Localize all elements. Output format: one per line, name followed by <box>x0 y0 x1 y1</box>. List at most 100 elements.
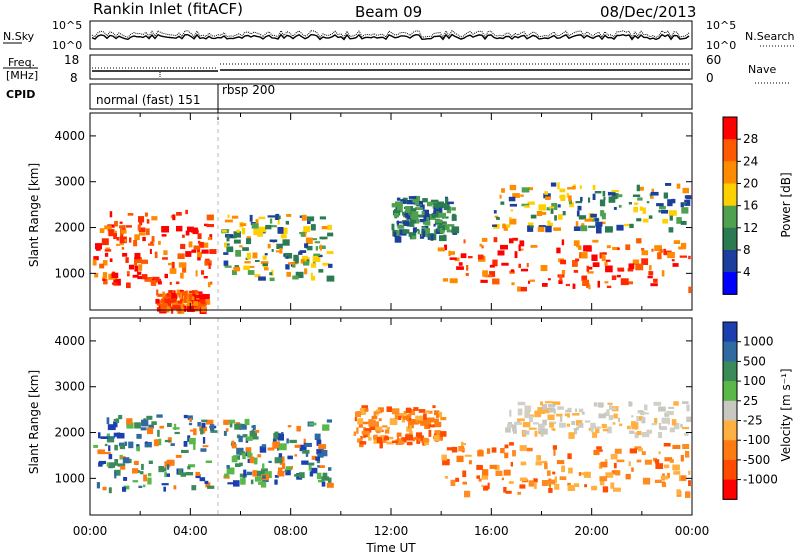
echo-cell <box>252 470 257 477</box>
echo-cell <box>422 209 429 216</box>
echo-cell <box>671 259 675 262</box>
colorbar-tick-label: 16 <box>743 199 758 213</box>
echo-cell <box>242 453 246 460</box>
echo-cell <box>304 443 311 447</box>
echo-cell <box>111 272 119 278</box>
echo-cell <box>434 421 442 428</box>
echo-cell <box>688 470 691 475</box>
echo-cell <box>274 479 278 485</box>
echo-cell <box>567 482 571 487</box>
x-tick-label: 00:00 <box>675 524 710 538</box>
echo-cell <box>187 301 193 306</box>
echo-cell <box>234 423 242 430</box>
echo-cell <box>433 410 440 416</box>
echo-cell <box>231 440 235 444</box>
echo-cell <box>267 215 276 218</box>
colorbar-tick-label: 12 <box>743 221 758 235</box>
echo-cell <box>197 252 202 258</box>
echo-cell <box>140 427 147 431</box>
x-tick-label: 04:00 <box>173 524 208 538</box>
echo-cell <box>233 231 241 238</box>
echo-cell <box>540 265 548 272</box>
echo-cell <box>557 204 561 208</box>
echo-cell <box>161 234 167 237</box>
echo-cell <box>627 268 634 272</box>
noise-panel-frame <box>89 20 693 50</box>
echo-cell <box>308 462 314 466</box>
echo-cell <box>592 239 599 243</box>
echo-cell <box>449 257 457 260</box>
echo-cell <box>534 430 538 437</box>
echo-cell <box>575 221 579 227</box>
echo-cell <box>650 191 659 196</box>
echo-cell <box>395 201 403 207</box>
echo-cell <box>411 419 419 425</box>
echo-cell <box>673 422 680 430</box>
echo-cell <box>159 425 164 429</box>
power-panel: 1000 2000 3000 4000 Slant Range [km] 28 24 20… <box>27 112 793 314</box>
echo-cell <box>187 415 193 420</box>
echo-cell <box>225 229 230 232</box>
echo-cell <box>208 263 211 269</box>
echo-cell <box>302 449 310 454</box>
echo-cell <box>519 248 524 251</box>
echo-cell <box>259 446 267 453</box>
echo-cell <box>682 187 689 194</box>
echo-cell <box>552 445 557 450</box>
echo-cell <box>508 196 516 202</box>
echo-cell <box>496 217 500 220</box>
echo-cell <box>144 441 152 448</box>
echo-cell <box>667 251 675 259</box>
echo-cell <box>242 434 248 438</box>
echo-cell <box>462 481 467 485</box>
echo-cell <box>321 449 328 457</box>
echo-cell <box>367 432 370 437</box>
echo-cell <box>378 411 383 414</box>
echo-cell <box>653 401 662 406</box>
echo-cell <box>126 271 130 275</box>
echo-cell <box>231 215 239 219</box>
echo-cell <box>680 455 684 462</box>
echo-cell <box>126 282 131 289</box>
colorbar-swatch <box>723 161 737 184</box>
echo-cell <box>357 418 364 425</box>
echo-cell <box>188 464 196 468</box>
echo-cell <box>411 214 417 219</box>
echo-cell <box>378 418 382 422</box>
echo-cell <box>318 479 325 483</box>
echo-cell <box>658 422 661 429</box>
echo-cell <box>532 422 539 425</box>
echo-cell <box>268 460 272 463</box>
echo-cell <box>631 421 636 427</box>
echo-cell <box>269 277 275 282</box>
echo-cell <box>678 246 684 250</box>
echo-cell <box>138 216 145 223</box>
echo-cell <box>270 225 277 228</box>
echo-cell <box>376 437 383 443</box>
echo-cell <box>592 193 596 200</box>
echo-cell <box>290 465 293 469</box>
echo-cell <box>540 401 543 406</box>
echo-cell <box>133 240 138 247</box>
echo-cell <box>202 429 206 434</box>
cpid-panel: CPID normal (fast) 151 rbsp 200 <box>6 83 693 120</box>
echo-cell <box>186 472 194 476</box>
echo-cell <box>192 290 195 297</box>
echo-cell <box>650 283 658 287</box>
echo-cell <box>255 260 260 262</box>
echo-cell <box>554 476 557 484</box>
echo-cell <box>382 425 388 428</box>
noise-search-series <box>91 29 690 39</box>
x-tick-label: 12:00 <box>374 524 409 538</box>
echo-cell <box>427 201 433 207</box>
echo-cell <box>641 432 650 438</box>
echo-cell <box>512 424 517 432</box>
echo-cell <box>524 411 530 419</box>
echo-cell <box>521 203 530 207</box>
echo-cell <box>573 428 578 435</box>
echo-cell <box>244 418 250 426</box>
echo-cell <box>613 487 621 492</box>
echo-cell <box>608 415 614 421</box>
echo-cell <box>126 418 133 425</box>
echo-cell <box>666 410 674 416</box>
